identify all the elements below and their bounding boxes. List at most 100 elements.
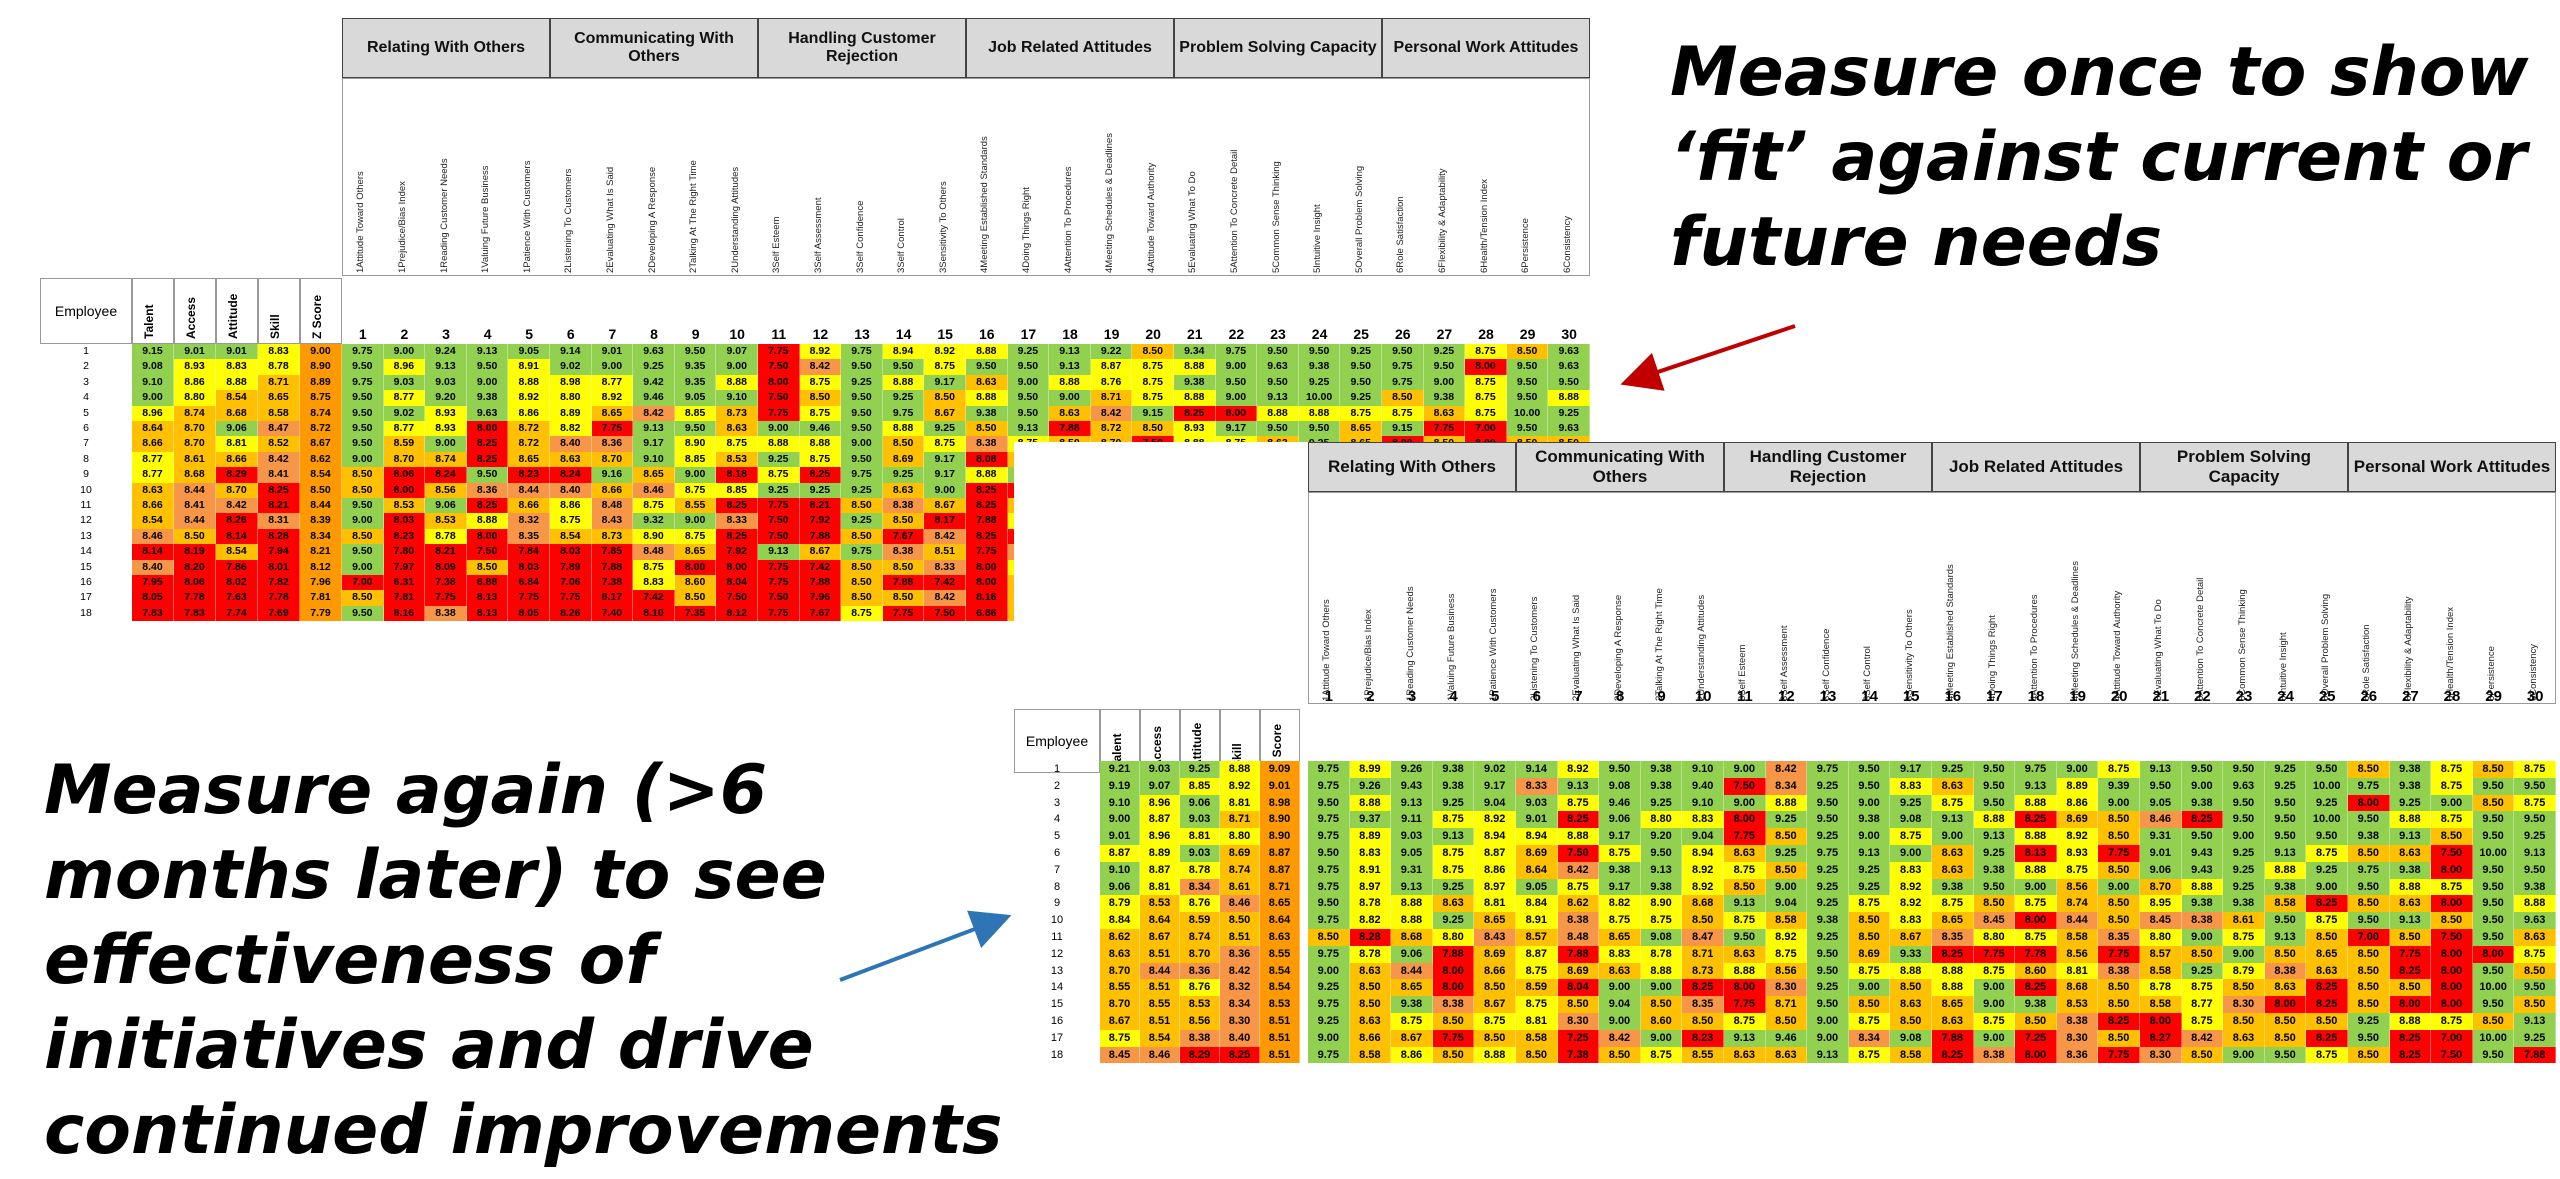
column-number-6: 6: [566, 326, 575, 342]
arrow-to-first-measurement: [1620, 324, 1796, 391]
heat-cell: 9.00: [1007, 374, 1050, 391]
heat-cell: 8.93: [425, 405, 467, 421]
heat-cell: 9.50: [1215, 374, 1258, 391]
heat-cell: 9.17: [924, 374, 966, 391]
heat-cell: 9.50: [1506, 390, 1549, 406]
heat-cell: 9.50: [966, 359, 1008, 375]
row-label: 1: [83, 345, 89, 357]
measure-cell: 8.96: [132, 405, 174, 421]
heat-cell: 8.50: [1132, 344, 1174, 360]
measure-cell: 8.74: [300, 405, 342, 421]
group-header-1: Relating With Others: [342, 18, 550, 78]
heat-cell: 8.88: [1174, 359, 1216, 375]
heat-cell: 8.75: [924, 359, 966, 375]
heat-cell: 8.50: [1506, 344, 1549, 360]
heat-cell: 8.88: [882, 374, 925, 391]
measure-cell: 8.90: [300, 359, 342, 375]
heat-cell: 8.76: [1090, 374, 1133, 391]
heat-cell: 8.75: [1465, 390, 1507, 406]
measure-cell: 9.01: [174, 344, 216, 360]
heat-cell: 9.13: [425, 359, 467, 375]
heat-cell: 8.71: [1090, 390, 1133, 406]
heat-cell: 8.88: [966, 344, 1008, 360]
heat-cell: 9.75: [841, 344, 883, 360]
heat-cell: 9.63: [1548, 359, 1590, 375]
column-number-24: 24: [1311, 326, 1328, 342]
heat-cell: 9.13: [1049, 359, 1091, 375]
heat-cell: 8.87: [1090, 359, 1133, 375]
column-number-17: 17: [1020, 326, 1037, 342]
heat-cell: 8.77: [383, 390, 426, 406]
row-label: 2: [83, 360, 89, 373]
measure-header-talent: Talent: [132, 278, 174, 344]
heat-cell: 8.00: [1465, 359, 1507, 375]
heat-cell: 9.75: [1215, 344, 1258, 360]
heat-cell: 9.02: [383, 405, 426, 421]
row-label: 4: [83, 391, 89, 404]
heat-cell: 9.50: [674, 344, 717, 360]
heat-cell: 9.24: [425, 344, 467, 360]
measure-cell: 9.10: [132, 374, 174, 391]
measure-cell: 8.75: [300, 390, 342, 406]
measure-cell: 8.58: [258, 405, 300, 421]
heat-cell: 9.01: [591, 344, 634, 360]
heat-cell: 9.46: [633, 390, 675, 406]
heat-cell: 8.85: [674, 405, 717, 421]
measure-cell: 8.80: [174, 390, 216, 406]
column-number-28: 28: [1478, 326, 1494, 342]
heat-cell: 7.75: [758, 405, 800, 421]
measure-cell: 9.08: [132, 359, 174, 375]
heat-cell: 9.00: [1215, 390, 1258, 406]
column-number-30: 30: [1561, 326, 1577, 342]
heat-cell: 9.38: [1423, 390, 1466, 406]
heat-cell: 9.25: [633, 359, 675, 375]
heat-cell: 9.13: [1049, 344, 1091, 360]
group-header-3: Handling Customer Rejection: [758, 18, 966, 78]
heat-cell: 9.05: [508, 344, 550, 360]
column-number-4: 4: [483, 326, 492, 342]
heat-cell: 9.03: [383, 374, 426, 391]
heat-cell: 9.10: [716, 390, 758, 406]
heat-cell: 9.25: [841, 374, 883, 391]
measure-cell: 8.78: [258, 359, 300, 375]
heat-cell: 9.00: [1049, 390, 1091, 406]
heat-cell: 9.22: [1090, 344, 1133, 360]
heat-cell: 8.88: [1174, 390, 1216, 406]
heat-cell: 8.89: [550, 405, 592, 421]
heat-cell: 8.92: [799, 344, 842, 360]
heat-cell: 9.50: [342, 359, 384, 375]
column-number-11: 11: [771, 326, 787, 342]
heat-cell: 9.02: [550, 359, 592, 375]
heat-cell: 8.50: [1382, 390, 1424, 406]
heat-cell: 9.50: [1340, 359, 1382, 375]
heat-cell: 9.34: [1174, 344, 1216, 360]
measure-cell: 8.74: [174, 405, 216, 421]
heat-cell: 8.98: [550, 374, 592, 391]
heat-cell: 9.50: [841, 405, 883, 421]
measure-cell: 8.68: [216, 405, 258, 421]
column-number-25: 25: [1353, 326, 1369, 342]
heat-cell: 8.92: [508, 390, 550, 406]
column-number-19: 19: [1103, 326, 1120, 342]
heat-cell: 9.00: [1215, 359, 1258, 375]
column-number-26: 26: [1395, 326, 1411, 342]
column-number-10: 10: [729, 326, 745, 342]
heat-cell: 9.75: [1382, 374, 1424, 391]
heat-cell: 8.88: [1049, 374, 1091, 391]
heat-cell: 8.75: [1132, 390, 1174, 406]
row-label: 3: [83, 375, 89, 388]
heat-cell: 8.88: [508, 374, 550, 391]
heat-cell: 9.75: [1382, 359, 1424, 375]
heat-cell: 9.50: [1340, 374, 1382, 391]
heat-cell: 9.50: [841, 359, 883, 375]
heat-cell: 8.88: [1548, 390, 1590, 406]
measure-header-access: Access: [174, 278, 216, 344]
column-number-27: 27: [1436, 326, 1453, 342]
column-number-2: 2: [400, 326, 409, 342]
employee-header: Employee: [40, 278, 132, 344]
heat-cell: 9.03: [425, 374, 467, 391]
column-number-13: 13: [854, 326, 870, 342]
heat-cell: 8.75: [799, 374, 842, 391]
heat-cell: 9.50: [1506, 374, 1549, 391]
heat-cell: 9.50: [882, 359, 925, 375]
